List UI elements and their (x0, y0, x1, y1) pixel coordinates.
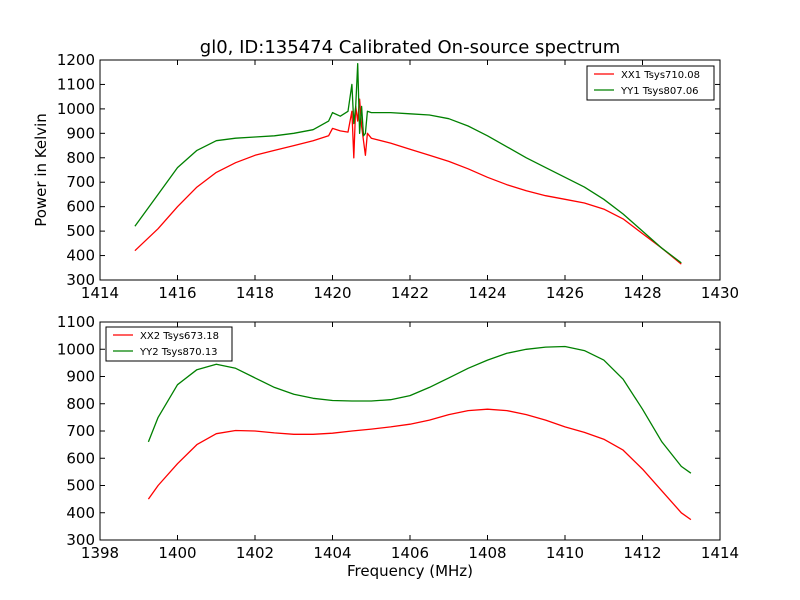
bottom-series-line-yy2 (147, 345, 692, 474)
top-series-layer (134, 63, 682, 265)
bottom-x-tick-label: 1414 (701, 544, 739, 562)
top-legend: XX1 Tsys710.08 YY1 Tsys807.06 (586, 65, 715, 101)
top-y-tick-label: 1200 (57, 51, 95, 69)
top-y-tick-label: 1000 (57, 100, 95, 118)
top-x-tick-label: 1426 (546, 284, 584, 302)
top-x-tick-label: 1428 (623, 284, 661, 302)
top-y-tick-label: 1100 (57, 75, 95, 93)
bottom-x-axis-label: Frequency (MHz) (347, 562, 473, 580)
bottom-y-tick-label: 400 (66, 504, 95, 522)
bottom-y-tick-label: 900 (66, 368, 95, 386)
bottom-legend: XX2 Tsys673.18 YY2 Tsys870.13 (105, 326, 233, 362)
top-legend-label-xx1: XX1 Tsys710.08 (621, 70, 700, 81)
top-legend-label-yy1: YY1 Tsys807.06 (620, 86, 699, 97)
bottom-y-tick-label: 800 (66, 395, 95, 413)
top-x-tick-label: 1418 (236, 284, 274, 302)
top-x-tick-label: 1424 (468, 284, 506, 302)
top-y-tick-label: 400 (66, 247, 95, 265)
bottom-x-tick-label: 1406 (391, 544, 429, 562)
bottom-series-layer (147, 345, 692, 521)
top-x-tick-label: 1422 (391, 284, 429, 302)
top-y-tick-label: 300 (66, 271, 95, 289)
bottom-legend-label-yy2: YY2 Tsys870.13 (139, 347, 218, 358)
top-x-tick-label: 1416 (158, 284, 196, 302)
top-x-tick-label: 1430 (701, 284, 739, 302)
bottom-x-tick-label: 1398 (81, 544, 119, 562)
top-y-tick-label: 500 (66, 222, 95, 240)
top-y-tick-label: 600 (66, 198, 95, 216)
bottom-y-tick-label: 300 (66, 531, 95, 549)
top-ticks-layer: 1414 1416 1418 1420 1422 1424 1426 1428 1430 300 4… (57, 51, 739, 302)
bottom-x-tick-label: 1400 (158, 544, 196, 562)
top-series-line-yy1 (134, 63, 682, 264)
bottom-x-tick-label: 1402 (236, 544, 274, 562)
bottom-legend-label-xx2: XX2 Tsys673.18 (140, 331, 219, 342)
top-legend-box (586, 65, 715, 101)
top-y-tick-label: 800 (66, 149, 95, 167)
bottom-legend-box (105, 326, 233, 362)
top-y-axis-label: Power in Kelvin (32, 113, 50, 227)
bottom-x-tick-label: 1410 (546, 544, 584, 562)
top-y-tick-label: 700 (66, 173, 95, 191)
figure-title: gl0, ID:135474 Calibrated On-source spec… (200, 37, 620, 58)
bottom-y-tick-label: 700 (66, 422, 95, 440)
bottom-ticks-layer: 1398 1400 1402 1404 1406 1408 1410 1412 1414 300 4… (57, 313, 739, 562)
bottom-x-tick-label: 1404 (313, 544, 351, 562)
top-y-tick-label: 900 (66, 124, 95, 142)
bottom-subplot: 1398 1400 1402 1404 1406 1408 1410 1412 1414 300 4… (57, 313, 739, 580)
bottom-y-tick-label: 1000 (57, 340, 95, 358)
bottom-y-tick-label: 500 (66, 477, 95, 495)
top-x-tick-label: 1420 (313, 284, 351, 302)
top-series-line-xx1 (134, 98, 682, 265)
top-x-tick-label: 1414 (81, 284, 119, 302)
bottom-series-line-xx2 (147, 408, 692, 521)
bottom-y-tick-label: 1100 (57, 313, 95, 331)
bottom-x-tick-label: 1412 (623, 544, 661, 562)
bottom-y-tick-label: 600 (66, 449, 95, 467)
bottom-x-tick-label: 1408 (468, 544, 506, 562)
top-subplot: 1414 1416 1418 1420 1422 1424 1426 1428 1430 300 4… (32, 51, 739, 302)
